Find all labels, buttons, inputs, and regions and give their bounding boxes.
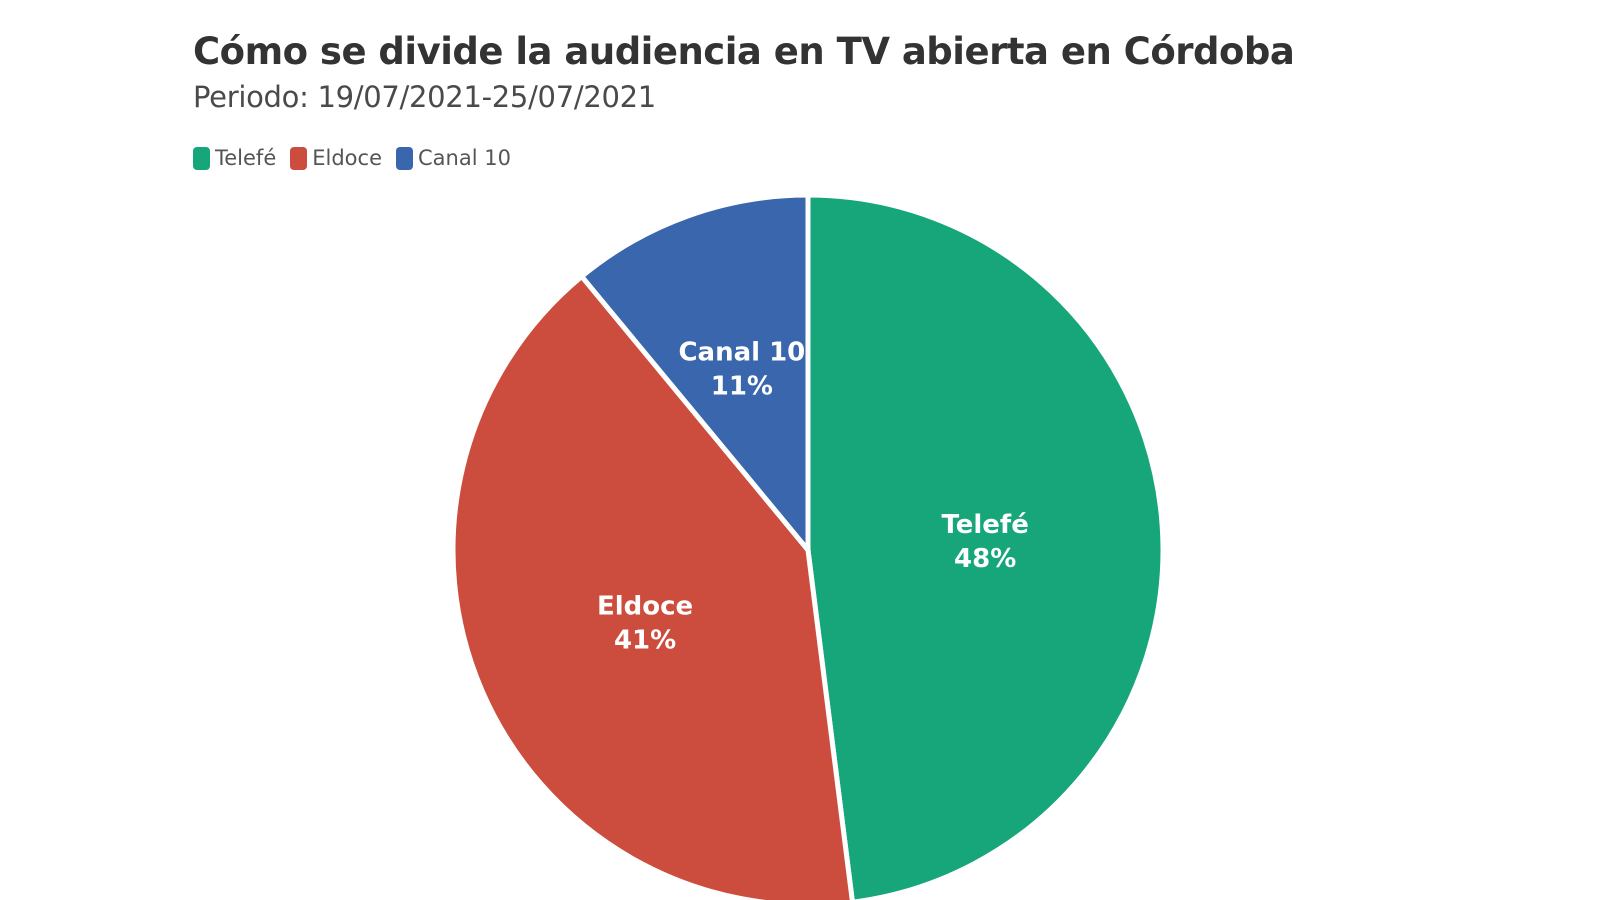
slice-value-label-telef: 48% bbox=[954, 544, 1016, 574]
chart-legend: Telefé Eldoce Canal 10 bbox=[193, 146, 511, 170]
chart-subtitle: Periodo: 19/07/2021-25/07/2021 bbox=[193, 80, 656, 114]
slice-name-label-eldoce: Eldoce bbox=[597, 591, 693, 621]
legend-label-eldoce: Eldoce bbox=[312, 146, 382, 170]
legend-item-canal10[interactable]: Canal 10 bbox=[396, 146, 511, 170]
legend-item-telefe[interactable]: Telefé bbox=[193, 146, 276, 170]
legend-item-eldoce[interactable]: Eldoce bbox=[290, 146, 382, 170]
legend-label-telefe: Telefé bbox=[215, 146, 277, 170]
pie-slice-telef[interactable] bbox=[805, 192, 1166, 900]
slice-value-label-eldoce: 41% bbox=[614, 625, 676, 655]
slice-name-label-canal10: Canal 10 bbox=[678, 337, 805, 367]
slice-name-label-telef: Telefé bbox=[941, 510, 1028, 540]
legend-swatch-canal10 bbox=[396, 146, 413, 170]
pie-slice-canal10[interactable] bbox=[579, 192, 811, 553]
legend-swatch-telefe bbox=[193, 146, 210, 170]
legend-label-canal10: Canal 10 bbox=[418, 146, 511, 170]
chart-title: Cómo se divide la audiencia en TV abiert… bbox=[193, 30, 1295, 73]
slice-value-label-canal10: 11% bbox=[711, 371, 773, 401]
legend-swatch-eldoce bbox=[290, 146, 308, 170]
pie-slice-eldoce[interactable] bbox=[450, 273, 855, 900]
